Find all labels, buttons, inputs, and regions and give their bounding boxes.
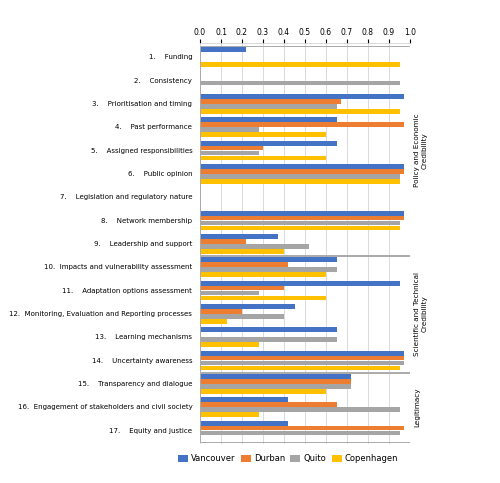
Bar [200, 319, 228, 324]
Bar [200, 361, 404, 366]
Bar [200, 122, 404, 127]
Bar [200, 407, 400, 412]
Bar [200, 46, 410, 256]
Bar [200, 296, 326, 300]
Bar [200, 351, 404, 355]
Bar [200, 262, 288, 267]
Bar [200, 431, 400, 436]
Bar [200, 164, 404, 169]
Bar [200, 286, 284, 290]
Bar [200, 156, 326, 160]
Bar [200, 304, 294, 309]
Bar [200, 62, 400, 67]
Bar [200, 342, 259, 347]
Bar [200, 234, 278, 239]
Text: Policy and Economic
Credibility: Policy and Economic Credibility [414, 114, 427, 187]
Bar [200, 366, 400, 370]
Bar [200, 384, 351, 389]
Bar [200, 117, 336, 122]
Bar [200, 132, 326, 137]
Bar [200, 355, 404, 360]
Bar [200, 104, 336, 109]
Bar [200, 257, 336, 262]
Bar [200, 421, 288, 426]
Bar [200, 179, 400, 184]
Bar [200, 109, 400, 114]
Bar [200, 47, 246, 52]
Text: Legitimacy: Legitimacy [414, 387, 420, 427]
Bar [200, 211, 404, 215]
Bar [200, 272, 326, 277]
Bar [200, 337, 336, 342]
Bar [200, 99, 340, 104]
Bar [200, 374, 351, 379]
Bar [200, 379, 351, 384]
Bar [200, 94, 404, 99]
Bar [200, 398, 288, 402]
Bar [200, 249, 284, 254]
Bar [200, 169, 404, 174]
Bar [200, 412, 259, 417]
Text: Scientific and Technical
Credibility: Scientific and Technical Credibility [414, 272, 427, 356]
Bar [200, 281, 400, 285]
Bar [200, 81, 400, 85]
Bar [200, 174, 400, 179]
Bar [200, 244, 309, 249]
Bar [200, 267, 336, 272]
Bar [200, 402, 336, 407]
Bar [200, 389, 326, 394]
Bar [200, 239, 246, 244]
Bar [200, 128, 259, 132]
Bar [200, 426, 404, 430]
Bar [200, 221, 400, 226]
Bar [200, 372, 410, 442]
Bar [200, 291, 259, 296]
Bar [200, 216, 404, 221]
Bar [200, 309, 242, 314]
Bar [200, 256, 410, 372]
Bar [200, 141, 336, 145]
Bar [200, 151, 259, 156]
Bar [200, 327, 336, 332]
Bar [200, 146, 263, 151]
Legend: Vancouver, Durban, Quito, Copenhagen: Vancouver, Durban, Quito, Copenhagen [174, 451, 402, 466]
Bar [200, 314, 284, 319]
Bar [200, 226, 400, 230]
